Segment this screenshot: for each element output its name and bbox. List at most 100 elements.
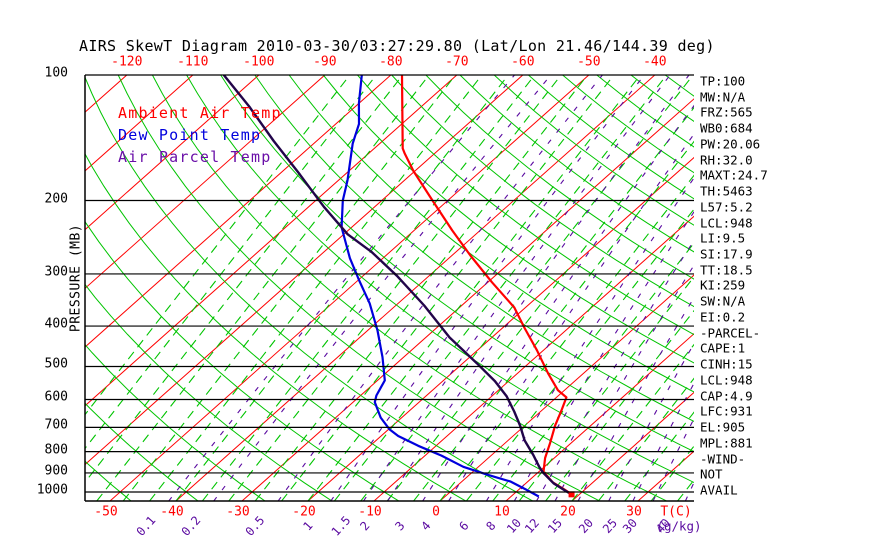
dry-adiabat-line (85, 283, 333, 501)
saturation-adiabat-line (281, 75, 615, 501)
stats-line: KI:259 (700, 277, 746, 293)
dry-adiabat-line (117, 75, 601, 501)
dry-adiabat-line (220, 75, 694, 453)
temp-top-tick-label: -110 (177, 54, 209, 70)
saturation-adiabat-line (518, 276, 694, 501)
mixing-ratio-line (362, 75, 671, 501)
isotherm-line (85, 75, 524, 466)
legend-dew-point-temp: Dew Point Temp (118, 126, 262, 144)
stats-line: -WIND- (700, 451, 746, 467)
saturation-adiabat-line (386, 106, 694, 501)
pressure-tick-label: 200 (44, 191, 68, 207)
dry-adiabat-line (664, 75, 694, 97)
saturation-adiabat-line (85, 75, 404, 484)
pressure-tick-label: 600 (44, 389, 68, 405)
temp-top-tick-label: -100 (243, 54, 275, 70)
legend-air-parcel-temp: Air Parcel Temp (118, 148, 272, 166)
stats-line: MAXT:24.7 (700, 167, 768, 183)
saturation-adiabat-line (96, 75, 430, 501)
isotherm-line (85, 75, 458, 407)
dry-adiabat-line (254, 75, 694, 423)
pressure-tick-label: 500 (44, 356, 68, 372)
surface-temp-marker (568, 491, 575, 498)
ambient-temp-curve (400, 75, 573, 496)
saturation-adiabat-line (413, 140, 694, 501)
temp-top-tick-label: -70 (445, 54, 469, 70)
stats-line: SI:17.9 (700, 246, 753, 262)
pressure-tick-label: 700 (44, 417, 68, 433)
temp-bottom-tick-label: -10 (358, 504, 382, 520)
saturation-adiabat-line (85, 75, 377, 450)
saturation-adiabat-line (333, 75, 668, 501)
dry-adiabat-line (562, 75, 694, 174)
temp-bottom-tick-label: 20 (560, 504, 576, 520)
stats-line: LI:9.5 (700, 230, 746, 246)
saturation-adiabat-line (254, 75, 588, 501)
stats-line: FRZ:565 (700, 104, 753, 120)
temp-bottom-tick-label: -50 (94, 504, 118, 520)
saturation-adiabat-line (439, 174, 694, 501)
mixing-ratio-line (422, 104, 694, 501)
isotherm-line (109, 75, 590, 501)
stats-line: -PARCEL- (700, 325, 761, 341)
dry-adiabat-line (425, 75, 694, 280)
pressure-tick-label: 900 (44, 463, 68, 479)
temp-bottom-tick-label: -40 (160, 504, 184, 520)
stats-line: PW:20.06 (700, 136, 761, 152)
pressure-tick-label: 100 (44, 65, 68, 81)
dry-adiabat-line (493, 75, 694, 226)
mixing-ratio-line (330, 75, 645, 501)
dry-adiabat-line (0, 75, 64, 501)
stats-line: NOT (700, 466, 723, 482)
stats-line: CAPE:1 (700, 340, 746, 356)
temp-bottom-tick-label: 30 (626, 504, 642, 520)
stats-line: TP:100 (700, 73, 746, 89)
saturation-adiabat-line (624, 411, 694, 501)
dry-adiabat-line (85, 460, 132, 501)
temp-top-tick-label: -50 (577, 54, 601, 70)
dry-adiabat-line (596, 75, 694, 148)
mixing-ratio-line (387, 75, 690, 501)
mixing-ratio-line (448, 133, 694, 501)
dry-adiabat-line (186, 75, 694, 484)
stats-line: EL:905 (700, 419, 746, 435)
saturation-adiabat-line (175, 75, 509, 501)
saturation-adiabat-line (360, 75, 694, 501)
temp-unit-label: T(C) (660, 504, 692, 520)
temp-top-tick-label: -80 (379, 54, 403, 70)
temp-top-tick-label: -90 (313, 54, 337, 70)
pressure-tick-label: 1000 (36, 482, 68, 498)
dry-adiabat-line (151, 75, 668, 501)
temp-bottom-tick-label: 0 (432, 504, 440, 520)
stats-line: AVAIL (700, 482, 738, 498)
stats-line: SW:N/A (700, 293, 746, 309)
temp-bottom-tick-label: 10 (494, 504, 510, 520)
saturation-adiabat-line (571, 343, 694, 501)
mixing-ratio-line (277, 75, 603, 501)
mixing-ratio-unit-label: (g/kg) (656, 518, 702, 534)
stats-line: TT:18.5 (700, 262, 753, 278)
saturation-adiabat-line (228, 75, 562, 501)
pressure-tick-label: 800 (44, 442, 68, 458)
dry-adiabat-line (85, 220, 400, 501)
isotherm-line (175, 75, 656, 501)
stats-line: EI:0.2 (700, 309, 746, 325)
stats-line: LCL:948 (700, 215, 753, 231)
saturation-adiabat-line (307, 75, 641, 501)
saturation-adiabat-line (492, 242, 694, 501)
temp-top-tick-label: -120 (111, 54, 143, 70)
isotherm-line (85, 75, 194, 172)
dry-adiabat-line (322, 75, 694, 364)
stats-line: MPL:881 (700, 435, 753, 451)
dry-adiabat-line (391, 75, 694, 308)
saturation-adiabat-line (597, 377, 694, 501)
saturation-adiabat-line (149, 75, 483, 501)
stats-line: RH:32.0 (700, 152, 753, 168)
temp-top-tick-label: -40 (643, 54, 667, 70)
temp-top-tick-label: -60 (511, 54, 535, 70)
stats-line: WB0:684 (700, 120, 753, 136)
isotherm-line (85, 75, 392, 348)
mixing-ratio-line (213, 75, 552, 501)
